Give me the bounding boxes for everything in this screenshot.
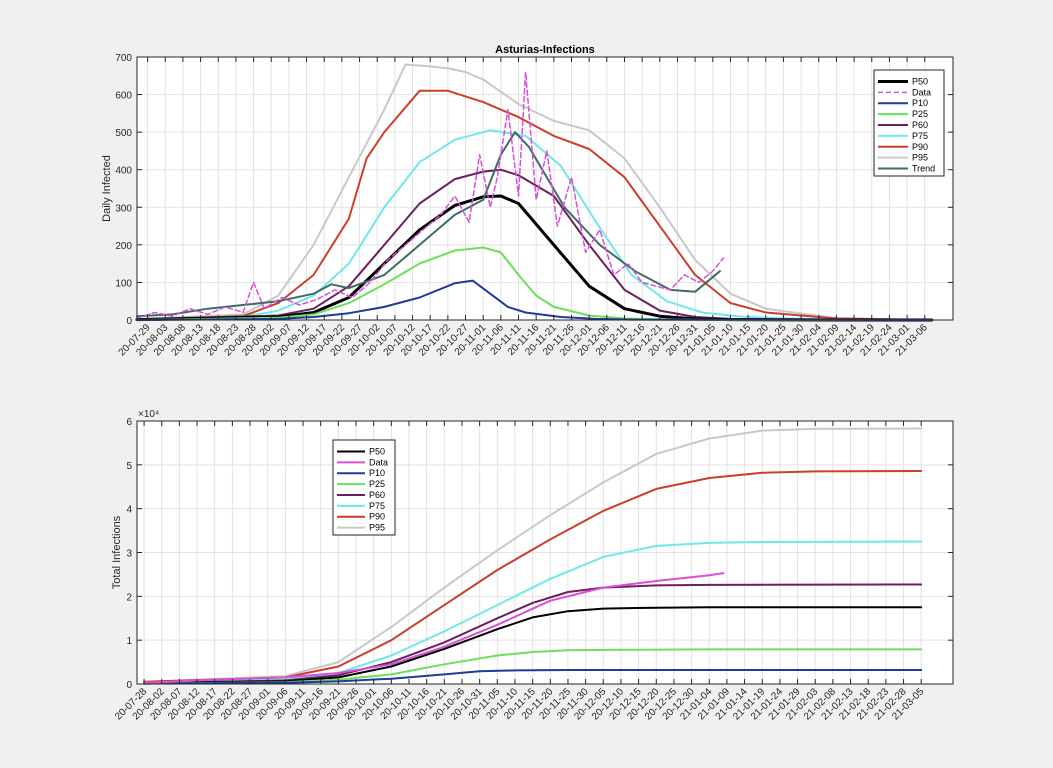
series-group bbox=[135, 63, 934, 322]
legend-label-p10: P10 bbox=[369, 468, 385, 478]
y-tick-label: 6 bbox=[126, 417, 132, 428]
series-line-p60 bbox=[143, 583, 923, 685]
series-line-p10 bbox=[136, 279, 933, 321]
y-tick-label: 1 bbox=[126, 636, 132, 647]
legend-label-p25: P25 bbox=[369, 479, 385, 489]
legend-label-p25: P25 bbox=[912, 109, 928, 119]
legend-label-p60: P60 bbox=[912, 120, 928, 130]
series-line-p75 bbox=[136, 129, 933, 321]
legend-label-data: Data bbox=[912, 87, 931, 97]
series-line-p90 bbox=[143, 470, 923, 683]
chart-title: Asturias-Infections bbox=[495, 44, 595, 56]
chart-total-infections: 012345620-07-2820-08-0220-08-0720-08-122… bbox=[111, 409, 954, 722]
legend-label-p95: P95 bbox=[912, 153, 928, 163]
legend-box bbox=[332, 439, 396, 536]
series-group bbox=[143, 427, 923, 685]
series-line-p95 bbox=[143, 427, 923, 683]
series-line-p95 bbox=[136, 63, 933, 321]
y-tick-label: 300 bbox=[115, 203, 132, 214]
chart-daily-infected: 010020030040050060070020-07-2920-08-0320… bbox=[101, 44, 954, 358]
y-tick-label: 700 bbox=[115, 53, 132, 64]
series-line-p60 bbox=[136, 168, 933, 321]
y-axis-label: Total Infections bbox=[111, 515, 123, 589]
y-tick-label: 400 bbox=[115, 166, 132, 177]
legend-label-p95: P95 bbox=[369, 523, 385, 533]
legend-label-p75: P75 bbox=[912, 131, 928, 141]
y-tick-label: 4 bbox=[126, 505, 132, 516]
series-line-p90 bbox=[136, 89, 933, 321]
y-tick-label: 5 bbox=[126, 461, 132, 472]
y-tick-label: 0 bbox=[126, 316, 132, 327]
y-tick-label: 600 bbox=[115, 91, 132, 102]
series-line-p50 bbox=[143, 606, 923, 685]
series-line-trend bbox=[136, 131, 721, 318]
legend-label-p50: P50 bbox=[369, 446, 385, 456]
legend-label-p90: P90 bbox=[369, 512, 385, 522]
legend-label-p60: P60 bbox=[369, 490, 385, 500]
plot-area bbox=[137, 57, 953, 320]
y-tick-label: 200 bbox=[115, 241, 132, 252]
series-line-data bbox=[136, 71, 725, 319]
legend-label-data: Data bbox=[369, 457, 388, 467]
series-line-data bbox=[143, 572, 725, 685]
y-tick-label: 2 bbox=[126, 592, 132, 603]
y-tick-label: 500 bbox=[115, 128, 132, 139]
legend-label-trend: Trend bbox=[912, 164, 935, 174]
y-exponent-label: ×10⁴ bbox=[138, 409, 159, 420]
legend-label-p10: P10 bbox=[912, 98, 928, 108]
axes-box bbox=[136, 56, 954, 321]
y-tick-label: 0 bbox=[126, 680, 132, 691]
legend-label-p50: P50 bbox=[912, 76, 928, 86]
y-axis-label: Daily Infected bbox=[101, 155, 113, 222]
y-tick-label: 3 bbox=[126, 549, 132, 560]
legend-box bbox=[873, 69, 945, 177]
y-tick-label: 100 bbox=[115, 278, 132, 289]
legend-label-p90: P90 bbox=[912, 142, 928, 152]
legend-label-p75: P75 bbox=[369, 501, 385, 511]
